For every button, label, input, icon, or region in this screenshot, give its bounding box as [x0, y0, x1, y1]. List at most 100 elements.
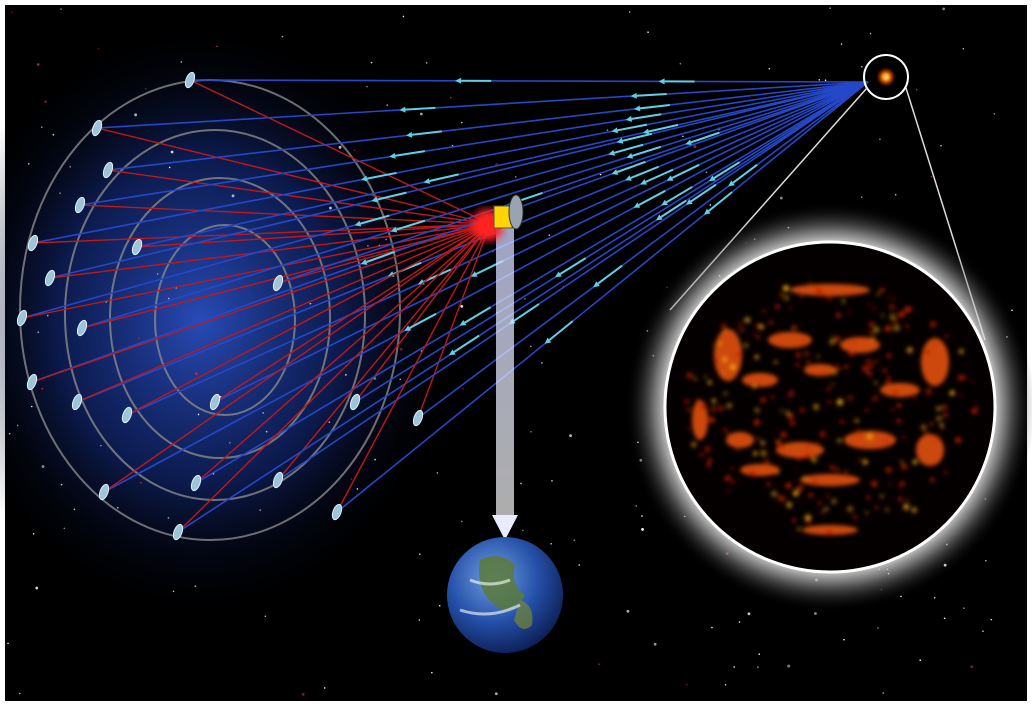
ray-arrow-head — [608, 149, 616, 156]
collector-mirror — [98, 483, 110, 501]
surface-speck — [886, 353, 892, 359]
surface-speck — [794, 361, 801, 368]
surface-speck — [873, 326, 880, 333]
star — [747, 612, 751, 616]
ray-arrow-head — [685, 139, 692, 146]
ray-arrow-head — [399, 106, 406, 113]
reflected-ray — [177, 223, 491, 533]
ray-arrow-head — [625, 115, 633, 122]
surface-spot — [800, 474, 860, 486]
surface-speck — [754, 407, 760, 414]
surface-speck — [889, 482, 893, 486]
ray-arrow-head — [404, 325, 412, 331]
surface-spot — [768, 332, 812, 348]
star — [425, 62, 428, 64]
ray-arrow-shaft — [639, 103, 670, 110]
star — [16, 424, 19, 427]
surface-speck — [949, 390, 955, 396]
ray-arrow-shaft — [405, 106, 436, 111]
surface-speck — [790, 420, 796, 426]
surface-speck — [823, 506, 829, 512]
star — [758, 653, 761, 656]
star — [530, 430, 532, 433]
star — [59, 192, 61, 194]
surface-speck — [771, 491, 778, 497]
hub-dish — [508, 194, 524, 230]
star — [647, 31, 649, 33]
incoming-ray — [195, 81, 869, 484]
star — [140, 481, 142, 484]
surface-speck — [816, 354, 820, 359]
zoom-border — [663, 240, 997, 574]
ray-arrow-shaft — [660, 199, 687, 218]
surface-speck — [783, 295, 790, 301]
reflected-ray — [277, 223, 491, 481]
surface-speck — [735, 448, 739, 452]
ray-arrow-shaft — [690, 183, 717, 203]
surface-speck — [954, 436, 962, 444]
star — [578, 564, 581, 566]
star — [11, 11, 14, 14]
surface-speck — [943, 412, 949, 418]
surface-speck — [744, 317, 751, 324]
surface-speck — [757, 382, 761, 386]
ray-arrow-head — [611, 169, 619, 175]
surface-spot — [742, 373, 778, 387]
star — [399, 347, 403, 351]
surface-speck — [870, 480, 878, 487]
star — [265, 430, 268, 433]
ray-arrow-shaft — [395, 150, 425, 157]
surface-speck — [874, 505, 879, 510]
ray-arrow-head — [390, 226, 398, 233]
star — [877, 627, 879, 629]
surface-speck — [881, 367, 888, 374]
collector-mirror — [102, 161, 114, 179]
surface-speck — [686, 407, 692, 413]
surface-speck — [906, 347, 913, 354]
surface-speck — [862, 459, 868, 465]
surface-speck — [829, 338, 836, 345]
star — [840, 43, 843, 45]
surface-speck — [898, 311, 905, 318]
reflected-ray — [107, 169, 491, 225]
zoom-disc — [665, 242, 995, 572]
surface-speck — [711, 398, 717, 403]
surface-speck — [762, 309, 766, 314]
surface-speck — [929, 422, 934, 427]
collector-mirror — [272, 471, 284, 489]
surface-spot — [880, 383, 920, 397]
collector-mirror — [16, 309, 28, 327]
surface-speck — [923, 430, 929, 435]
star — [461, 520, 463, 523]
surface-spot — [726, 432, 754, 448]
ray-arrow-shaft — [597, 264, 623, 285]
surface-speck — [725, 431, 729, 435]
ray-arrow-head — [642, 128, 650, 135]
ray-arrow-head — [630, 92, 637, 99]
surface-speck — [721, 356, 728, 363]
surface-speck — [864, 408, 869, 413]
star — [894, 193, 897, 196]
surface-speck — [889, 303, 896, 311]
ray-arrow-head — [611, 127, 619, 134]
star — [116, 506, 119, 509]
surface-speck — [707, 380, 712, 385]
star — [259, 509, 261, 511]
star — [711, 626, 713, 629]
star — [44, 100, 48, 104]
ray-arrow-shaft — [548, 320, 574, 341]
star — [338, 145, 342, 149]
star — [370, 61, 373, 64]
surface-speck — [912, 459, 918, 465]
incoming-ray — [96, 81, 869, 129]
surface-speck — [784, 410, 790, 416]
incoming-ray — [31, 81, 869, 383]
ray-arrow-head — [661, 199, 668, 206]
ray-arrow-shaft — [713, 161, 741, 179]
target-star — [669, 54, 986, 341]
surface-speck — [883, 437, 890, 444]
reflected-ray — [103, 223, 491, 493]
incoming-ray — [336, 81, 869, 513]
star — [41, 387, 44, 390]
incoming-ray — [107, 81, 869, 171]
